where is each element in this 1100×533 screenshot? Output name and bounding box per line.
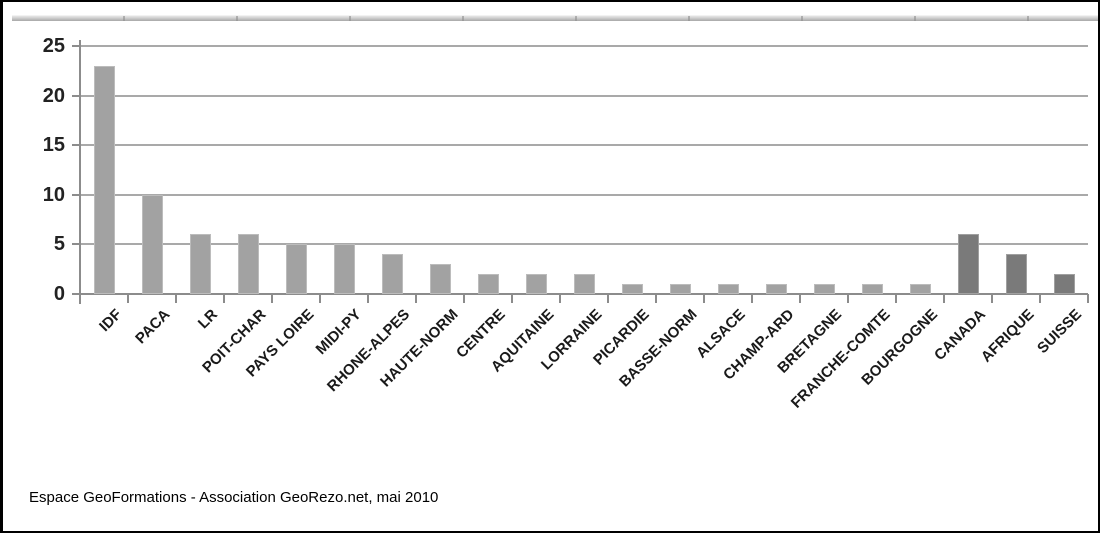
gridline-15 bbox=[80, 144, 1088, 147]
x-axis-tick-10 bbox=[559, 294, 561, 303]
y-axis-label-20: 20 bbox=[42, 84, 65, 107]
x-axis-tick-0 bbox=[79, 294, 81, 303]
bar-basse-norm bbox=[669, 284, 691, 294]
x-axis-tick-1 bbox=[127, 294, 129, 303]
x-axis-tick-3 bbox=[223, 294, 225, 303]
y-axis-label-5: 5 bbox=[53, 233, 65, 256]
x-axis-label-suisse: SUISSE bbox=[1034, 306, 1086, 357]
bar-bretagne bbox=[813, 284, 835, 294]
y-axis-line bbox=[79, 40, 81, 304]
gridline-25 bbox=[80, 45, 1088, 47]
bar-afrique bbox=[1005, 254, 1027, 294]
bar-franche-comte bbox=[861, 284, 883, 294]
gridline-10 bbox=[80, 193, 1088, 196]
y-axis-tick-5 bbox=[72, 243, 80, 246]
bar-pays-loire bbox=[285, 244, 307, 294]
x-axis-tick-12 bbox=[655, 294, 657, 303]
x-axis-tick-20 bbox=[1039, 294, 1041, 303]
bar-chart-plot-area: 0 5 10 15 20 25 IDF PACA LR POIT-CHAR PAYS LOIRE MI… bbox=[3, 2, 1098, 531]
x-axis-label-lr: LR bbox=[194, 306, 222, 333]
x-axis-tick-18 bbox=[943, 294, 945, 303]
gridline-20 bbox=[80, 94, 1088, 97]
bar-lorraine bbox=[573, 274, 595, 294]
bar-poit-char bbox=[237, 234, 259, 294]
x-axis-tick-2 bbox=[175, 294, 177, 303]
bar-aquitaine bbox=[525, 274, 547, 294]
x-axis-tick-6 bbox=[367, 294, 369, 303]
x-axis-tick-8 bbox=[463, 294, 465, 303]
x-axis-tick-11 bbox=[607, 294, 609, 303]
window-edge-ticks bbox=[12, 16, 1098, 21]
y-axis-label-10: 10 bbox=[42, 183, 65, 206]
bar-alsace bbox=[717, 284, 739, 294]
y-axis-tick-10 bbox=[72, 193, 80, 196]
y-axis-label-15: 15 bbox=[42, 134, 65, 157]
x-axis-label-paca: PACA bbox=[131, 306, 174, 348]
y-axis-tick-25 bbox=[72, 45, 80, 47]
x-axis-tick-19 bbox=[991, 294, 993, 303]
y-axis-label-25: 25 bbox=[42, 35, 65, 57]
chart-caption: Espace GeoFormations - Association GeoRe… bbox=[29, 489, 439, 506]
bar-centre bbox=[477, 274, 499, 294]
x-axis-tick-7 bbox=[415, 294, 417, 303]
x-axis-tick-17 bbox=[895, 294, 897, 303]
bar-suisse bbox=[1053, 274, 1075, 294]
bar-canada bbox=[957, 234, 979, 294]
x-axis-tick-16 bbox=[847, 294, 849, 303]
x-axis-tick-14 bbox=[751, 294, 753, 303]
y-axis-label-0: 0 bbox=[53, 283, 65, 305]
x-axis-tick-5 bbox=[319, 294, 321, 303]
bar-bourgogne bbox=[909, 284, 931, 294]
gridline-5 bbox=[80, 243, 1088, 246]
window-edge-strip bbox=[12, 15, 1098, 21]
bar-paca bbox=[141, 194, 163, 294]
bar-picardie bbox=[621, 284, 643, 294]
x-axis-label-rhone-alpes: RHONE-ALPES bbox=[323, 306, 414, 396]
x-axis-line bbox=[73, 293, 1088, 295]
bar-idf bbox=[93, 65, 115, 294]
bar-rhone-alpes bbox=[381, 254, 403, 294]
x-axis-tick-13 bbox=[703, 294, 705, 303]
bar-midi-py bbox=[333, 244, 355, 294]
y-axis-tick-20 bbox=[72, 94, 80, 97]
x-axis-tick-15 bbox=[799, 294, 801, 303]
bar-haute-norm bbox=[429, 264, 451, 294]
x-axis-tick-21 bbox=[1087, 294, 1089, 303]
x-axis-label-idf: IDF bbox=[95, 306, 126, 336]
x-axis-tick-9 bbox=[511, 294, 513, 303]
y-axis-tick-15 bbox=[72, 144, 80, 147]
bar-lr bbox=[189, 234, 211, 294]
x-axis-tick-4 bbox=[271, 294, 273, 303]
bar-champ-ard bbox=[765, 284, 787, 294]
